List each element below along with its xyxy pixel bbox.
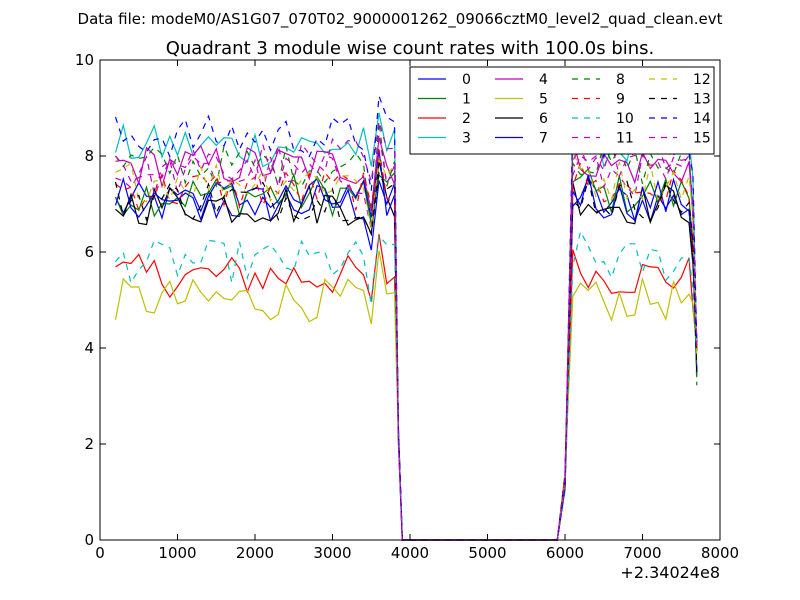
legend-label-6: 6: [539, 111, 548, 127]
x-tick-label: 7000: [623, 544, 661, 562]
x-offset-label: +2.34024e8: [620, 563, 720, 582]
legend-label-9: 9: [616, 92, 625, 108]
series-line-15: [115, 121, 698, 541]
series-line-6: [115, 161, 698, 541]
series-line-12: [115, 151, 698, 541]
series-line-7: [114, 150, 698, 541]
legend-label-1: 1: [462, 92, 471, 108]
y-tick-label: 0: [84, 531, 94, 549]
legend-label-15: 15: [693, 131, 711, 147]
legend-label-0: 0: [462, 72, 471, 88]
legend-label-4: 4: [539, 72, 548, 88]
plot-lines: [114, 95, 698, 541]
x-tick-label: 2000: [236, 544, 274, 562]
series-line-13: [114, 171, 698, 541]
x-tick-label: 5000: [468, 544, 506, 562]
y-tick-label: 4: [84, 339, 94, 357]
y-tick-label: 10: [75, 51, 94, 69]
x-tick-label: 3000: [313, 544, 351, 562]
legend-label-14: 14: [693, 111, 711, 127]
series-line-1: [114, 167, 698, 541]
series-line-4: [115, 137, 698, 541]
legend-label-2: 2: [462, 111, 471, 127]
legend-label-12: 12: [693, 72, 711, 88]
chart-title: Quadrant 3 module wise count rates with …: [166, 38, 655, 59]
series-line-9: [115, 149, 698, 541]
legend-label-13: 13: [693, 92, 711, 108]
legend-box: [409, 66, 715, 155]
legend-label-3: 3: [462, 131, 471, 147]
legend-label-5: 5: [539, 92, 548, 108]
x-tick-label: 4000: [391, 544, 429, 562]
series-line-0: [114, 176, 698, 541]
series-line-11: [115, 133, 698, 541]
series-line-10: [115, 229, 698, 541]
legend-label-7: 7: [539, 131, 548, 147]
series-line-2: [115, 234, 698, 541]
series-line-5: [114, 250, 698, 541]
x-tick-label: 8000: [701, 544, 739, 562]
legend-label-11: 11: [616, 131, 634, 147]
series-line-3: [114, 112, 698, 541]
legend-label-8: 8: [616, 72, 625, 88]
x-tick-label: 6000: [546, 544, 584, 562]
y-tick-label: 6: [84, 243, 94, 261]
y-tick-label: 8: [84, 147, 94, 165]
series-line-8: [115, 121, 698, 541]
x-tick-label: 0: [95, 544, 105, 562]
legend-label-10: 10: [616, 111, 634, 127]
y-tick-label: 2: [84, 435, 94, 453]
x-tick-label: 1000: [158, 544, 196, 562]
chart-suptitle: Data file: modeM0/AS1G07_070T02_90000012…: [78, 10, 723, 29]
